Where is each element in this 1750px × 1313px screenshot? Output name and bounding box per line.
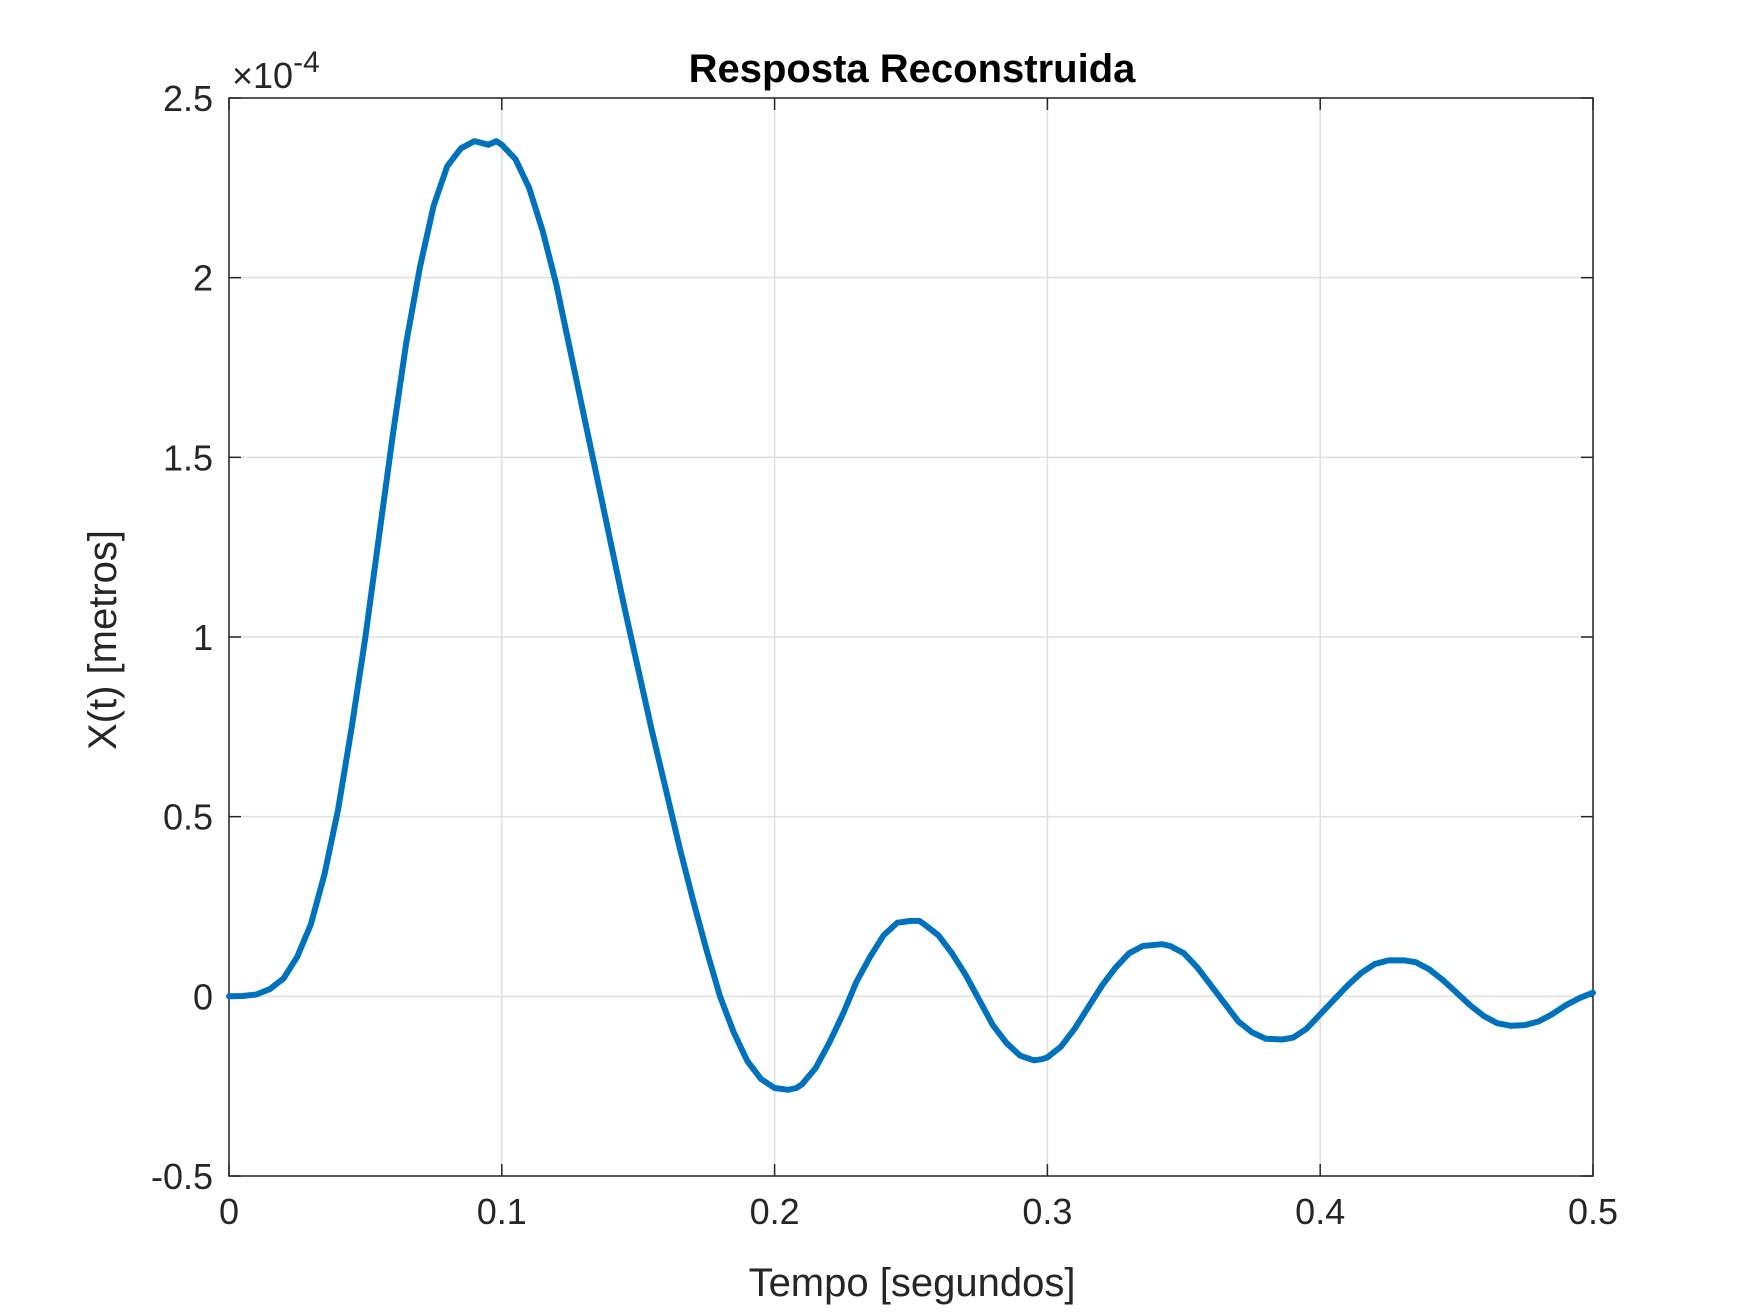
- x-tick-label: 0.4: [1295, 1191, 1345, 1232]
- series-layer: [226, 138, 1596, 1093]
- x-tick-label: 0.1: [477, 1191, 527, 1232]
- x-tick-label: 0.5: [1568, 1191, 1618, 1232]
- y-tick-label: -0.5: [151, 1156, 213, 1197]
- y-tick-label: 1.5: [163, 437, 213, 478]
- chart-title: Resposta Reconstruida: [689, 47, 1137, 91]
- axis-ticks: 0 0.1 0.2 0.3 0.4 0.5-0.500.511.522.5: [151, 78, 1618, 1232]
- x-tick-label: 0.2: [750, 1191, 800, 1232]
- x-tick-label: 0.3: [1022, 1191, 1072, 1232]
- x-tick-label: 0: [219, 1191, 239, 1232]
- y-axis-exponent-base: ×10: [232, 55, 293, 96]
- y-axis-exponent-power: -4: [293, 46, 320, 79]
- y-tick-label: 2: [193, 258, 213, 299]
- y-tick-label: 0.5: [163, 797, 213, 838]
- y-axis-exponent: ×10-4: [232, 46, 320, 96]
- y-tick-label: 0: [193, 976, 213, 1017]
- y-tick-label: 2.5: [163, 78, 213, 119]
- y-axis-label: X(t) [metros]: [81, 530, 125, 750]
- x-axis-label: Tempo [segundos]: [749, 1261, 1076, 1305]
- y-tick-label: 1: [193, 617, 213, 658]
- series-line: [226, 138, 1596, 1093]
